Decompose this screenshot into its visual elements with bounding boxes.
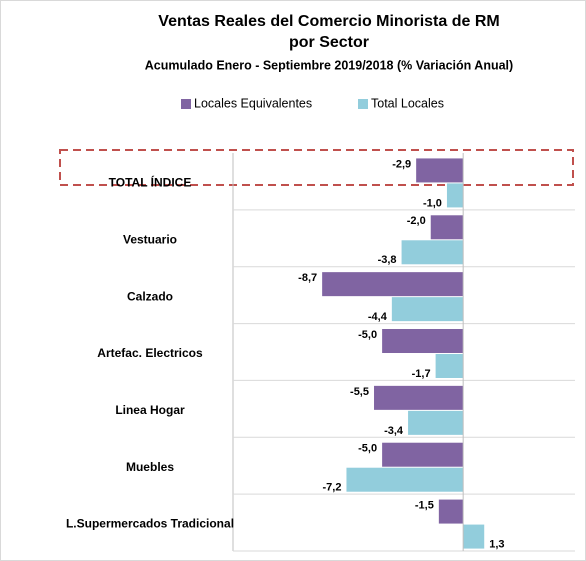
bar (382, 329, 464, 353)
category-label: Calzado (127, 289, 173, 303)
data-label: -5,0 (358, 329, 377, 341)
data-label: -5,0 (358, 443, 377, 455)
data-label: -3,4 (384, 425, 404, 437)
data-label: -5,5 (350, 386, 369, 398)
chart-title: por Sector (289, 34, 369, 51)
category-label: L.Supermercados Tradicional (66, 517, 234, 531)
bar (446, 183, 464, 208)
bar (463, 524, 485, 549)
bar (382, 442, 464, 467)
legend-label: Total Locales (371, 96, 444, 110)
bar (435, 354, 464, 378)
bar (346, 467, 464, 492)
legend-swatch (181, 99, 191, 109)
bar (391, 297, 464, 322)
data-label: -4,4 (368, 311, 388, 323)
legend-swatch (358, 99, 368, 109)
bar (438, 499, 464, 524)
data-label: -2,0 (407, 215, 426, 227)
legend-label: Locales Equivalentes (194, 96, 312, 110)
data-label: -1,5 (415, 499, 434, 511)
category-label: Vestuario (123, 232, 177, 246)
data-label: 1,3 (489, 538, 504, 550)
chart-subtitle: Acumulado Enero - Septiembre 2019/2018 (… (145, 58, 513, 72)
data-label: -7,2 (322, 482, 341, 494)
category-label: Linea Hogar (115, 403, 185, 417)
data-label: -2,9 (392, 158, 411, 170)
data-label: -1,0 (423, 197, 442, 209)
category-label: Artefac. Electricos (97, 346, 203, 360)
data-label: -1,7 (412, 368, 431, 380)
bar (401, 240, 464, 265)
data-label: -8,7 (298, 272, 317, 284)
bar (322, 272, 464, 297)
category-label: Muebles (126, 460, 174, 474)
data-label: -3,8 (378, 254, 397, 266)
bar (374, 385, 464, 410)
bar (416, 158, 464, 183)
category-label: TOTAL ÍNDICE (109, 175, 192, 190)
chart-title: Ventas Reales del Comercio Minorista de … (158, 13, 499, 30)
bar (430, 215, 464, 240)
bar (408, 410, 464, 435)
